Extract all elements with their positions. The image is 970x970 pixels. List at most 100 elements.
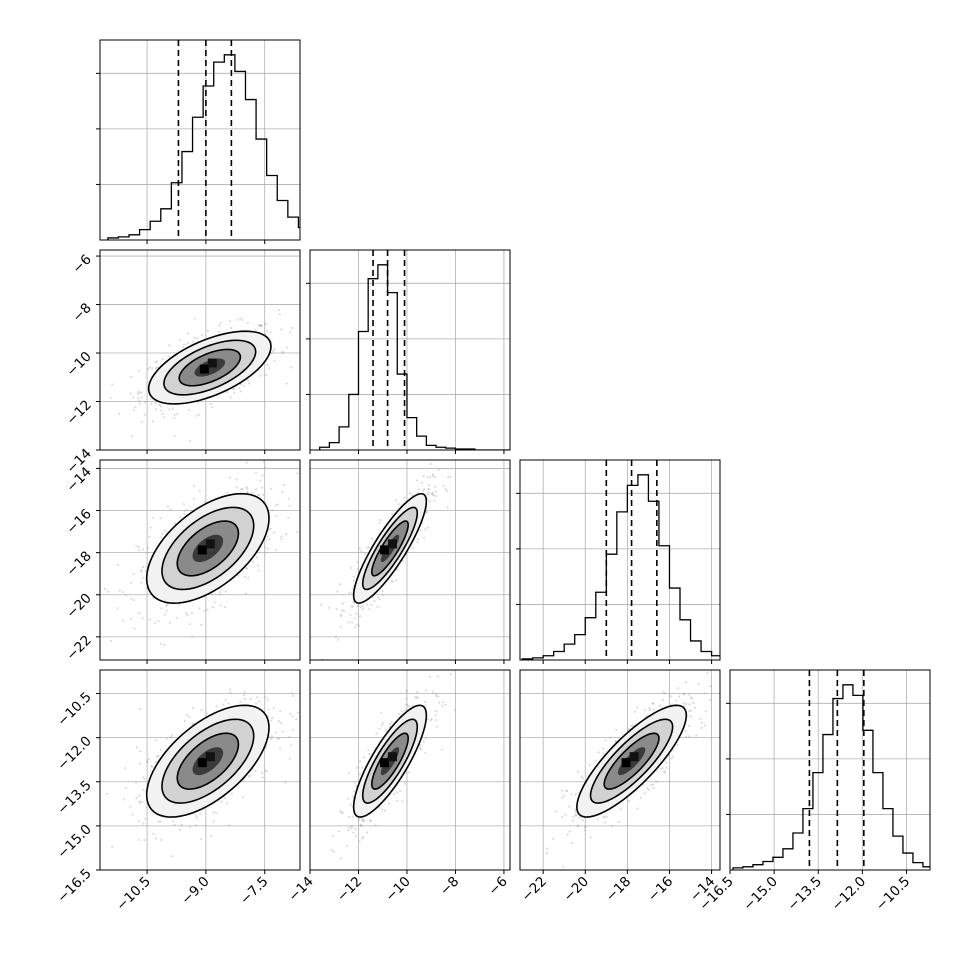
scatter-point [143,839,146,842]
scatter-point [339,625,342,629]
scatter-point [651,702,654,705]
scatter-point [143,413,146,416]
scatter-point [205,712,208,715]
scatter-point [278,308,281,312]
scatter-point [215,811,218,814]
scatter-point [430,717,433,721]
scatter-point [285,382,288,385]
x-tick-label: −8 [437,874,462,899]
scatter-point [266,535,269,538]
scatter-point [388,802,391,805]
scatter-point [143,777,146,781]
scatter-point [280,535,283,538]
scatter-point [583,825,587,829]
scatter-point [380,711,383,714]
scatter-point [317,316,319,318]
scatter-point [295,718,298,721]
scatter-point [137,549,140,552]
scatter-point [392,792,396,795]
scatter-point [441,748,444,751]
scatter-point [134,781,137,784]
scatter-point [353,781,356,784]
scatter-point [682,702,685,705]
scatter-point [436,675,439,678]
scatter-point [137,838,141,842]
scatter-point [444,488,447,491]
scatter-point [157,820,160,823]
contour-line [589,718,674,804]
scatter-point [158,403,161,406]
scatter-point [272,350,275,353]
scatter-point [159,517,162,520]
scatter-point [239,383,243,386]
scatter-point [576,770,580,773]
scatter-point [447,476,450,479]
scatter-point [135,746,138,749]
scatter-point [179,339,182,342]
density-core [197,758,207,768]
scatter-point [589,836,592,839]
scatter-point [140,420,143,423]
scatter-point [565,789,568,793]
scatter-point [259,479,262,482]
scatter-point [408,704,411,708]
scatter-point [695,734,698,737]
scatter-point [130,375,133,379]
scatter-point [132,409,135,412]
scatter-point [258,700,261,703]
scatter-point [224,605,227,609]
scatter-point [226,390,229,394]
scatter-point [193,317,196,320]
scatter-point [132,599,136,602]
scatter-point [350,566,353,570]
scatter-point [441,704,444,707]
scatter-point [545,847,549,850]
scatter-point [401,800,404,803]
scatter-point [144,569,147,573]
scatter-point [661,698,665,701]
scatter-point [287,497,290,500]
scatter-point [287,516,290,519]
scatter-point [233,388,236,391]
scatter-point [172,820,175,823]
scatter-point [152,832,155,836]
scatter-point [652,783,655,786]
scatter-point [137,397,140,400]
scatter-point [141,617,144,620]
scatter-point [134,406,137,409]
scatter-point [437,701,441,704]
scatter-point [383,809,387,812]
scatter-point [131,813,134,816]
scatter-point [431,690,435,694]
scatter-point [211,606,214,609]
scatter-point [146,551,149,554]
scatter-point [264,373,268,376]
scatter-point [206,608,209,611]
scatter-point [166,603,169,606]
scatter-point [427,491,430,494]
scatter-point [336,590,339,593]
scatter-point [336,638,340,641]
scatter-point [245,486,248,489]
contour-line [371,732,409,790]
density-panel [310,460,510,660]
scatter-point [706,671,709,674]
scatter-point [369,819,372,822]
scatter-point [648,709,652,712]
scatter-point [350,827,353,830]
scatter-point [366,546,370,549]
scatter-point [354,827,357,831]
density-core [621,758,631,768]
scatter-point [649,783,653,787]
scatter-point [708,698,712,701]
scatter-point [200,623,203,626]
panel-frame [309,459,511,661]
scatter-point [279,747,282,750]
scatter-point [250,491,253,495]
scatter-point [360,818,364,821]
scatter-point [396,799,399,802]
scatter-point [249,774,252,777]
scatter-point [200,708,203,712]
x-tick-label: −10 [382,874,413,905]
